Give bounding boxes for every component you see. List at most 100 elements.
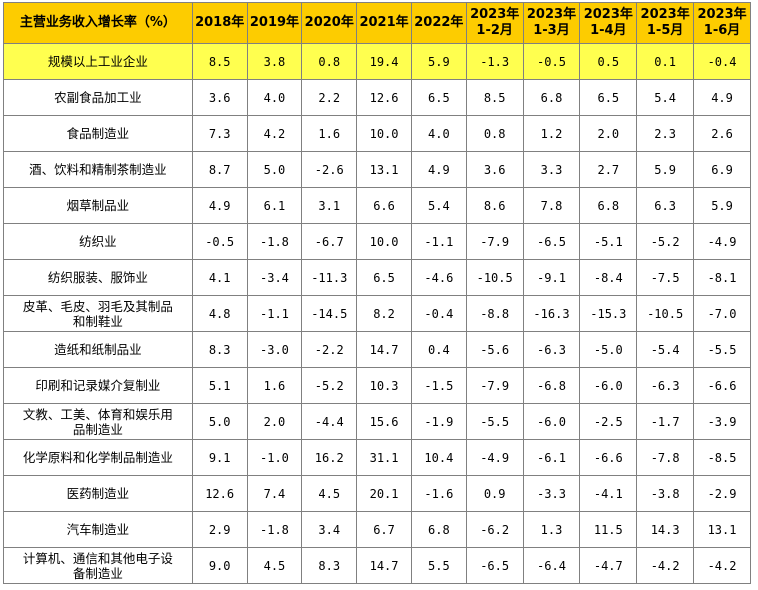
table-row: 农副食品加工业 3.6 4.0 2.2 12.6 6.5 8.5 6.8 6.5 5.4 4.9 [3, 79, 751, 116]
growth-value-cell: -6.6 [693, 367, 751, 404]
growth-value-cell: 4.0 [246, 79, 303, 116]
industry-name: 规模以上工业企业 [3, 43, 193, 80]
growth-value-cell: -6.5 [522, 223, 581, 260]
table-row: 文教、工美、体育和娱乐用 品制造业 5.0 2.0 -4.4 15.6 -1.9 -5.5 -6… [3, 403, 751, 440]
industry-name-line: 规模以上工业企业 [47, 54, 148, 69]
growth-value-cell: 8.6 [465, 187, 524, 224]
table-row: 造纸和纸制品业 8.3 -3.0 -2.2 14.7 0.4 -5.6 -6.3 -5.0 -5.… [3, 331, 751, 368]
growth-value-cell: 0.4 [410, 331, 467, 368]
column-header: 2023年 1-4月 [579, 2, 638, 44]
growth-value-cell: -5.5 [465, 403, 524, 440]
growth-value-cell: -5.0 [579, 331, 638, 368]
growth-value-cell: 0.8 [301, 43, 358, 80]
growth-value-cell: -1.8 [246, 223, 303, 260]
growth-value-cell: -4.2 [693, 547, 751, 584]
growth-value-cell: -6.6 [579, 439, 638, 476]
industry-name-line: 皮革、毛皮、羽毛及其制品 [22, 298, 173, 314]
growth-value-cell: 5.9 [410, 43, 467, 80]
growth-value-cell: -8.5 [693, 439, 751, 476]
table-row: 医药制造业 12.6 7.4 4.5 20.1 -1.6 0.9 -3.3 -4.1 -3.8 -2… [3, 475, 751, 512]
growth-value-cell: -6.7 [301, 223, 358, 260]
table-row: 烟草制品业 4.9 6.1 3.1 6.6 5.4 8.6 7.8 6.8 6.3 5.9 [3, 187, 751, 224]
industry-name-line: 备制造业 [72, 565, 123, 581]
column-header: 2018年 [191, 2, 248, 44]
growth-value-cell: 3.3 [522, 151, 581, 188]
growth-value-cell: 7.3 [191, 115, 248, 152]
growth-value-cell: -4.7 [579, 547, 638, 584]
growth-value-cell: 7.8 [522, 187, 581, 224]
industry-name: 酒、饮料和精制茶制造业 [3, 151, 193, 188]
column-header-line: 2023年 [640, 7, 690, 22]
industry-name: 农副食品加工业 [3, 79, 193, 116]
growth-value-cell: 4.5 [246, 547, 303, 584]
growth-value-cell: 8.5 [465, 79, 524, 116]
industry-name-line: 造纸和纸制品业 [54, 342, 142, 357]
growth-value-cell: 6.9 [693, 151, 751, 188]
industry-name: 造纸和纸制品业 [3, 331, 193, 368]
growth-value-cell: -4.6 [410, 259, 467, 296]
growth-value-cell: 7.4 [246, 475, 303, 512]
growth-value-cell: -10.5 [465, 259, 524, 296]
growth-value-cell: 19.4 [356, 43, 412, 80]
growth-value-cell: 20.1 [356, 475, 412, 512]
growth-value-cell: 2.0 [579, 115, 638, 152]
column-header-line: 2020年 [304, 15, 354, 30]
growth-value-cell: 12.6 [356, 79, 412, 116]
growth-value-cell: 13.1 [693, 511, 751, 548]
column-header-line: 2023年 [526, 7, 577, 22]
growth-value-cell: -5.2 [636, 223, 695, 260]
column-header-line: 1-5月 [646, 23, 684, 38]
growth-value-cell: -7.0 [693, 295, 751, 332]
growth-value-cell: -2.9 [693, 475, 751, 512]
growth-value-cell: 1.2 [522, 115, 581, 152]
growth-value-cell: -2.2 [301, 331, 358, 368]
growth-value-cell: -5.6 [465, 331, 524, 368]
growth-value-cell: 16.2 [301, 439, 358, 476]
growth-value-cell: -3.9 [693, 403, 751, 440]
growth-value-cell: 5.9 [636, 151, 695, 188]
growth-value-cell: 6.8 [410, 511, 467, 548]
growth-value-cell: -7.9 [465, 367, 524, 404]
industry-name-line: 纺织业 [79, 234, 117, 249]
industry-name-line: 汽车制造业 [66, 522, 130, 537]
column-header-line: 1-6月 [703, 23, 741, 38]
growth-value-cell: 4.2 [246, 115, 303, 152]
growth-value-cell: 4.9 [191, 187, 248, 224]
growth-value-cell: 10.3 [356, 367, 412, 404]
industry-name-line: 化学原料和化学制品制造业 [22, 450, 173, 465]
industry-name-line: 烟草制品业 [66, 198, 130, 213]
growth-value-cell: 6.8 [522, 79, 581, 116]
growth-value-cell: -8.8 [465, 295, 524, 332]
growth-value-cell: -1.9 [410, 403, 467, 440]
growth-value-cell: -6.3 [522, 331, 581, 368]
industry-name: 计算机、通信和其他电子设 备制造业 [3, 547, 193, 584]
growth-value-cell: 8.3 [301, 547, 358, 584]
growth-value-cell: -15.3 [579, 295, 638, 332]
growth-value-cell: 2.9 [191, 511, 248, 548]
growth-value-cell: -4.2 [636, 547, 695, 584]
industry-name: 文教、工美、体育和娱乐用 品制造业 [3, 403, 193, 440]
growth-value-cell: 1.6 [246, 367, 303, 404]
growth-value-cell: -1.0 [246, 439, 303, 476]
column-header-line: 2018年 [195, 15, 245, 30]
growth-value-cell: -4.4 [301, 403, 358, 440]
industry-name-line: 食品制造业 [66, 126, 130, 141]
growth-value-cell: -9.1 [522, 259, 581, 296]
growth-value-cell: 5.4 [410, 187, 467, 224]
table-row: 纺织服装、服饰业 4.1 -3.4 -11.3 6.5 -4.6 -10.5 -9.1 -8.4… [3, 259, 751, 296]
growth-value-cell: -0.5 [522, 43, 581, 80]
growth-value-cell: -5.5 [693, 331, 751, 368]
growth-value-cell: 10.0 [356, 223, 412, 260]
growth-value-cell: 5.5 [410, 547, 467, 584]
industry-name: 医药制造业 [3, 475, 193, 512]
column-header-line: 1-4月 [590, 23, 627, 38]
header-row: 主营业务收入增长率（%） 2018年 2019年 2020年 2021年 2022年 20… [3, 2, 751, 44]
growth-value-cell: 5.4 [636, 79, 695, 116]
growth-value-cell: 9.1 [191, 439, 248, 476]
column-header: 2022年 [410, 2, 467, 44]
growth-value-cell: -1.6 [410, 475, 467, 512]
growth-value-cell: -1.8 [246, 511, 303, 548]
industry-name: 印刷和记录媒介复制业 [3, 367, 193, 404]
growth-value-cell: 3.4 [301, 511, 358, 548]
